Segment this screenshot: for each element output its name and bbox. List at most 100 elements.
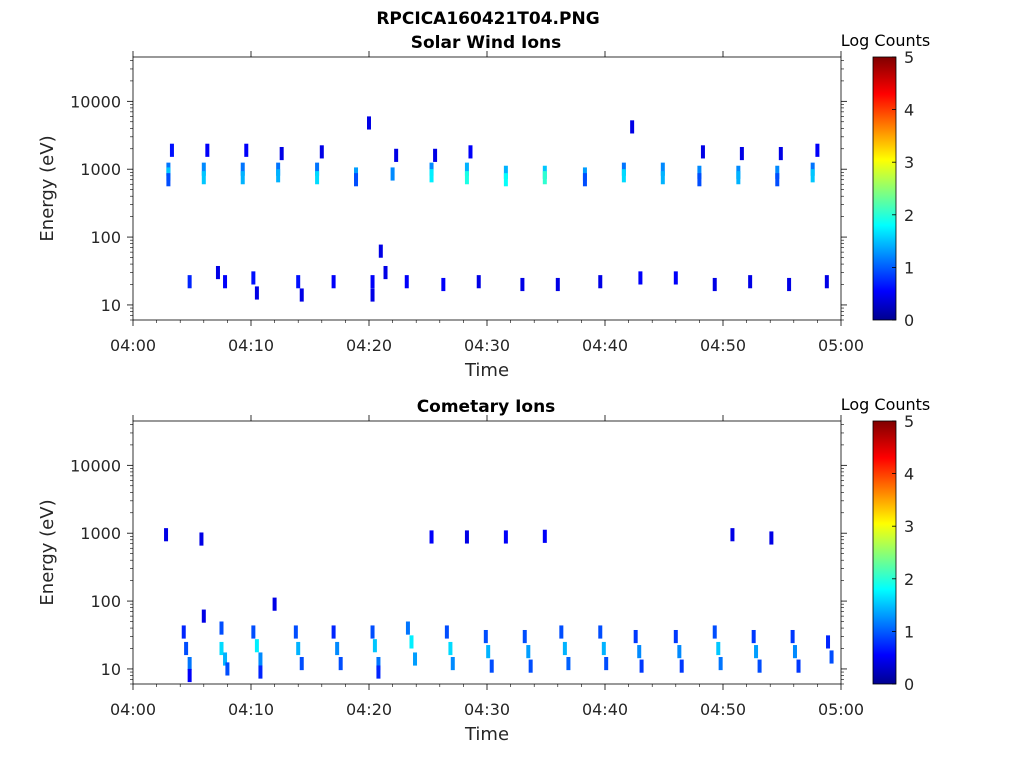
data-cell: [413, 652, 418, 666]
x-tick-label: 04:10: [228, 700, 274, 719]
data-cell: [184, 641, 189, 656]
data-cell: [555, 277, 560, 292]
data-cell: [376, 665, 381, 679]
data-cell: [394, 148, 399, 162]
data-cell: [526, 645, 531, 659]
data-cell: [404, 275, 409, 289]
y-axis-label: Energy (eV): [37, 135, 58, 241]
data-cell: [639, 659, 644, 673]
colorbar-tick-label: 1: [904, 622, 914, 641]
x-tick-label: 04:00: [110, 336, 156, 355]
data-cell: [815, 143, 820, 157]
data-cell: [697, 165, 702, 179]
data-cell: [405, 621, 410, 635]
x-tick-label: 04:10: [228, 336, 274, 355]
data-cell: [718, 656, 723, 671]
data-cell: [223, 275, 228, 289]
data-cell: [223, 652, 228, 666]
x-axis-label: Time: [464, 360, 509, 381]
colorbar-tick-label: 2: [904, 570, 914, 589]
data-cell: [464, 162, 469, 176]
data-cell: [409, 635, 414, 649]
data-cell: [520, 277, 525, 292]
data-cell: [331, 275, 336, 289]
colorbar-tick-label: 2: [904, 206, 914, 225]
data-cell: [633, 629, 638, 644]
data-cell: [240, 171, 245, 185]
data-cell: [712, 277, 717, 292]
x-tick-label: 04:30: [464, 336, 510, 355]
colorbar-tick-label: 1: [904, 258, 914, 277]
data-cell: [444, 625, 449, 639]
data-cell: [299, 288, 304, 302]
data-cell: [219, 621, 224, 635]
data-cell: [621, 169, 626, 183]
y-tick-label: 100: [90, 228, 121, 247]
data-cell: [331, 625, 336, 639]
data-cell: [677, 645, 682, 659]
x-tick-label: 04:40: [582, 336, 628, 355]
data-cell: [441, 277, 446, 292]
data-cell: [390, 167, 395, 181]
data-cell: [712, 625, 717, 639]
chart-title: Cometary Ions: [417, 397, 556, 417]
data-cell: [251, 271, 256, 285]
data-cell: [296, 641, 301, 656]
data-cell: [598, 625, 603, 639]
x-tick-label: 05:00: [818, 336, 864, 355]
data-cell: [829, 650, 834, 664]
y-tick-label: 10: [101, 296, 121, 315]
data-cell: [775, 173, 780, 187]
data-cell: [697, 173, 702, 187]
data-cell: [370, 288, 375, 302]
data-cell: [372, 639, 377, 653]
data-cell: [335, 641, 340, 656]
data-cell: [630, 120, 635, 134]
x-tick-label: 04:40: [582, 700, 628, 719]
chart-panel-2: 04:00 04:10 04:20 04:30 04:40 04:50 05:0010100…: [37, 395, 930, 745]
data-cell: [354, 173, 359, 187]
data-cell: [276, 169, 281, 183]
colorbar-tick-label: 3: [904, 517, 914, 536]
colorbar-tick-label: 5: [904, 48, 914, 67]
data-cell: [542, 171, 547, 185]
data-cell: [429, 169, 434, 183]
data-cell: [739, 146, 744, 161]
data-cell: [433, 148, 438, 162]
colorbar-tick-label: 0: [904, 311, 914, 330]
data-cell: [199, 532, 204, 546]
x-tick-label: 04:50: [700, 700, 746, 719]
data-cell: [486, 645, 491, 659]
data-cell: [604, 656, 609, 671]
data-cell: [736, 171, 741, 185]
data-cell: [824, 275, 829, 289]
data-cell: [810, 169, 815, 183]
data-cell: [164, 528, 169, 542]
data-cell: [769, 531, 774, 545]
data-cell: [679, 659, 684, 673]
x-axis-label: Time: [464, 724, 509, 745]
plot-area: [132, 56, 842, 321]
data-cell: [730, 528, 735, 542]
data-cell: [464, 530, 469, 544]
data-cell: [370, 625, 375, 639]
data-cell: [169, 143, 174, 157]
data-cell: [582, 173, 587, 187]
data-cell: [700, 145, 705, 159]
y-tick-label: 10000: [70, 92, 121, 111]
data-cell: [429, 530, 434, 544]
data-cell: [775, 165, 780, 179]
data-cell: [450, 656, 455, 671]
data-cell: [293, 625, 298, 639]
data-cell: [660, 171, 665, 185]
data-cell: [751, 629, 756, 644]
colorbar-tick-label: 0: [904, 675, 914, 694]
data-cell: [748, 275, 753, 289]
y-axis-label: Energy (eV): [37, 499, 58, 605]
x-tick-label: 04:30: [464, 700, 510, 719]
x-tick-label: 05:00: [818, 700, 864, 719]
data-cell: [637, 645, 642, 659]
x-tick-label: 04:00: [110, 700, 156, 719]
data-cell: [757, 659, 762, 673]
